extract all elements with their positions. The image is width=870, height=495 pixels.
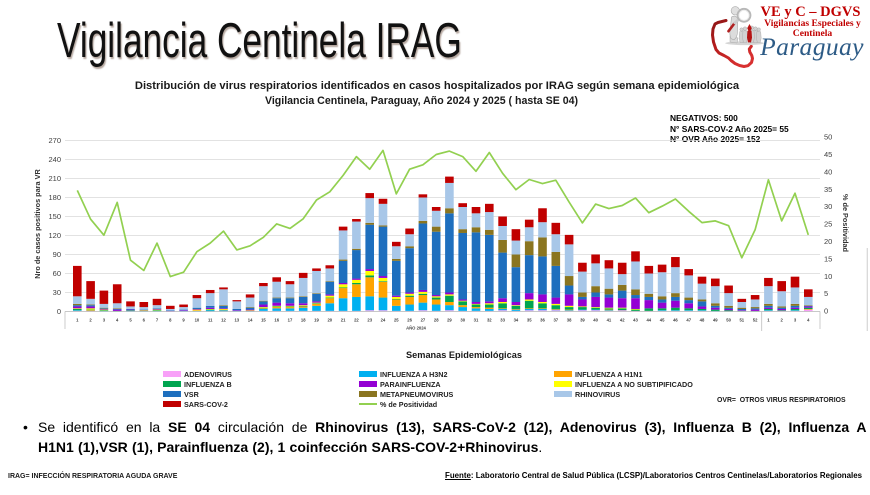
svg-text:45: 45 xyxy=(660,318,665,323)
svg-text:30: 30 xyxy=(460,318,465,323)
svg-text:20: 20 xyxy=(327,318,332,323)
svg-text:29: 29 xyxy=(447,318,452,323)
svg-text:3: 3 xyxy=(103,318,106,323)
svg-text:35: 35 xyxy=(824,185,832,194)
svg-text:48: 48 xyxy=(700,318,705,323)
svg-text:2: 2 xyxy=(89,318,92,323)
svg-text:4: 4 xyxy=(807,318,810,323)
svg-text:10: 10 xyxy=(195,318,200,323)
svg-text:15: 15 xyxy=(824,254,832,263)
svg-text:22: 22 xyxy=(354,318,359,323)
svg-text:20: 20 xyxy=(824,237,832,246)
svg-text:270: 270 xyxy=(48,136,61,145)
svg-text:28: 28 xyxy=(434,318,439,323)
svg-text:47: 47 xyxy=(686,318,691,323)
svg-text:30: 30 xyxy=(824,202,832,211)
svg-text:17: 17 xyxy=(288,318,293,323)
svg-text:120: 120 xyxy=(48,231,61,240)
svg-text:39: 39 xyxy=(580,318,585,323)
svg-text:4: 4 xyxy=(116,318,119,323)
svg-text:40: 40 xyxy=(593,318,598,323)
svg-text:1: 1 xyxy=(767,318,770,323)
svg-text:0: 0 xyxy=(824,307,828,316)
svg-text:46: 46 xyxy=(673,318,678,323)
svg-text:14: 14 xyxy=(248,318,253,323)
svg-text:19: 19 xyxy=(314,318,319,323)
svg-text:6: 6 xyxy=(143,318,146,323)
svg-text:3: 3 xyxy=(794,318,797,323)
svg-text:44: 44 xyxy=(646,318,651,323)
svg-text:40: 40 xyxy=(824,167,832,176)
svg-text:150: 150 xyxy=(48,212,61,221)
svg-text:33: 33 xyxy=(500,318,505,323)
svg-text:10: 10 xyxy=(824,272,832,281)
svg-text:43: 43 xyxy=(633,318,638,323)
svg-text:0: 0 xyxy=(57,307,61,316)
svg-text:2: 2 xyxy=(781,318,784,323)
svg-text:50: 50 xyxy=(726,318,731,323)
svg-text:31: 31 xyxy=(474,318,479,323)
svg-text:30: 30 xyxy=(53,288,61,297)
svg-text:41: 41 xyxy=(607,318,612,323)
svg-text:50: 50 xyxy=(824,133,832,142)
svg-text:23: 23 xyxy=(367,318,372,323)
svg-text:15: 15 xyxy=(261,318,266,323)
svg-text:42: 42 xyxy=(620,318,625,323)
svg-text:24: 24 xyxy=(381,318,386,323)
svg-text:1: 1 xyxy=(76,318,79,323)
svg-text:90: 90 xyxy=(53,250,61,259)
svg-text:% de Positividad: % de Positividad xyxy=(841,194,850,252)
svg-text:35: 35 xyxy=(527,318,532,323)
svg-text:5: 5 xyxy=(129,318,132,323)
svg-text:240: 240 xyxy=(48,155,61,164)
svg-text:45: 45 xyxy=(824,150,832,159)
svg-text:25: 25 xyxy=(824,220,832,229)
svg-text:180: 180 xyxy=(48,193,61,202)
svg-text:21: 21 xyxy=(341,318,346,323)
svg-text:32: 32 xyxy=(487,318,492,323)
svg-text:7: 7 xyxy=(156,318,159,323)
svg-text:5: 5 xyxy=(824,289,828,298)
svg-text:AÑO 2024: AÑO 2024 xyxy=(406,326,426,331)
svg-text:38: 38 xyxy=(567,318,572,323)
svg-text:27: 27 xyxy=(421,318,426,323)
svg-text:52: 52 xyxy=(753,318,758,323)
svg-text:49: 49 xyxy=(713,318,718,323)
svg-text:36: 36 xyxy=(540,318,545,323)
svg-text:12: 12 xyxy=(221,318,226,323)
svg-text:13: 13 xyxy=(234,318,239,323)
svg-text:210: 210 xyxy=(48,174,61,183)
svg-text:25: 25 xyxy=(394,318,399,323)
svg-text:Nro de casos positivos para VR: Nro de casos positivos para VR xyxy=(33,169,42,279)
svg-text:51: 51 xyxy=(739,318,744,323)
svg-text:60: 60 xyxy=(53,269,61,278)
svg-text:8: 8 xyxy=(169,318,172,323)
svg-text:16: 16 xyxy=(274,318,279,323)
svg-text:9: 9 xyxy=(182,318,185,323)
svg-text:37: 37 xyxy=(553,318,558,323)
svg-text:18: 18 xyxy=(301,318,306,323)
svg-text:26: 26 xyxy=(407,318,412,323)
svg-text:34: 34 xyxy=(514,318,519,323)
svg-text:11: 11 xyxy=(208,318,213,323)
